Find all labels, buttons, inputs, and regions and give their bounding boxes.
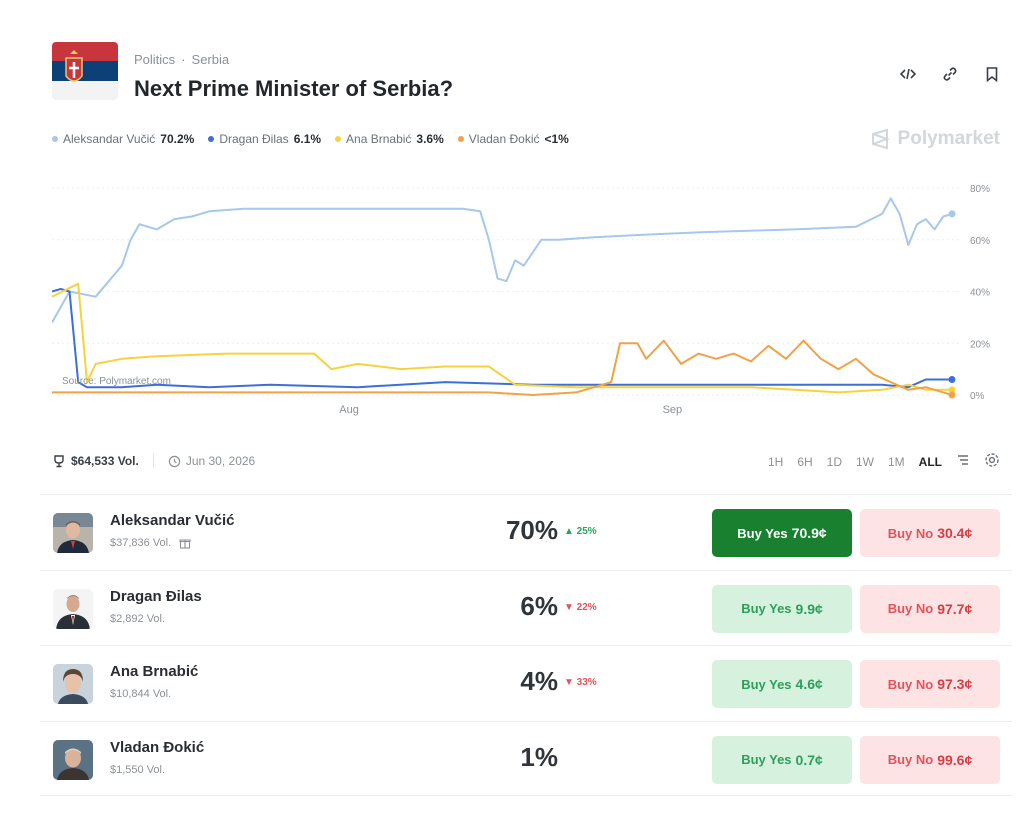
range-1h[interactable]: 1H	[767, 454, 784, 469]
y-tick-label: 40%	[970, 288, 990, 299]
gift-icon	[179, 539, 191, 549]
polymarket-logo-icon	[871, 128, 890, 150]
buy-yes-button[interactable]: Buy Yes 0.7¢	[712, 735, 852, 784]
buy-yes-button[interactable]: Buy Yes 4.6¢	[712, 660, 852, 708]
buy-no-button[interactable]: Buy No 97.3¢	[860, 660, 1000, 708]
range-1w[interactable]: 1W	[856, 454, 874, 469]
chart-source: Source: Polymarket.com	[62, 376, 171, 387]
link-icon[interactable]	[940, 64, 960, 84]
outcome-change: ▼ 22%	[564, 601, 597, 613]
embed-icon[interactable]	[898, 64, 918, 84]
outcome-name[interactable]: Aleksandar Vučić	[110, 512, 235, 529]
buy-no-button[interactable]: Buy No 99.6¢	[860, 735, 1000, 784]
avatar	[53, 588, 93, 629]
y-tick-label: 60%	[970, 236, 990, 247]
bookmark-icon[interactable]	[982, 64, 1002, 84]
polymarket-logo: Polymarket	[870, 128, 1000, 150]
legend-item-dokic: Vladan Đokić <1%	[457, 132, 569, 146]
series-dokic-endpoint	[948, 391, 956, 399]
outcome-percent: 4%	[520, 666, 558, 696]
series-vucic-line	[52, 197, 953, 324]
outcome-change: ▲ 25%	[564, 526, 597, 537]
outcome-row-brnabic[interactable]: Ana Brnabić $10,844 Vol. 4% ▼ 33% Buy Ye…	[40, 645, 1012, 721]
series-vucic-endpoint	[948, 210, 956, 218]
outcome-name[interactable]: Dragan Đilas	[110, 587, 202, 605]
outcome-list: Aleksandar Vučić $37,836 Vol. 70% ▲ 25% …	[40, 494, 1012, 796]
series-dokic-line	[52, 339, 953, 396]
end-date: Jun 30, 2026	[168, 454, 255, 468]
outcome-row-dokic[interactable]: Vladan Đokić $1,550 Vol. 1% Buy Yes 0.7¢ …	[40, 720, 1012, 796]
clock-icon	[168, 455, 181, 467]
breadcrumb-serbia[interactable]: Serbia	[191, 52, 230, 67]
page-title: Next Prime Minister of Serbia?	[134, 76, 454, 101]
legend-dot-icon	[208, 136, 215, 142]
series-dilas-line	[52, 287, 952, 389]
avatar	[53, 739, 93, 780]
buy-yes-button[interactable]: Buy Yes 9.9¢	[712, 584, 852, 633]
price-history-chart[interactable]: 80% 60% 40% 20% 0% Aug Sep Source: Polymarket.c…	[52, 170, 1012, 420]
breadcrumb: Politics · Serbia	[134, 52, 230, 67]
outcome-volume: $10,844 Vol.	[110, 688, 172, 700]
trophy-icon	[54, 455, 64, 468]
total-volume: $64,533 Vol.	[52, 454, 139, 468]
x-tick-label: Sep	[663, 404, 683, 416]
avatar	[53, 664, 93, 704]
market-header: Politics · Serbia Next Prime Minister of S…	[52, 42, 1012, 102]
series-dilas-endpoint	[948, 375, 956, 383]
series-brnabic-line	[52, 282, 952, 394]
range-all[interactable]: ALL	[918, 454, 942, 469]
y-tick-label: 80%	[970, 184, 990, 195]
outcome-name[interactable]: Ana Brnabić	[110, 663, 199, 680]
outcome-percent: 1%	[520, 741, 558, 772]
time-range-selector: 1H 6H 1D 1W 1M ALL	[768, 452, 1000, 471]
legend-item-vucic: Aleksandar Vučić 70.2%	[52, 132, 194, 146]
chart-legend: Aleksandar Vučić 70.2% Dragan Đilas 6.1%…	[52, 132, 569, 146]
outcome-volume: $37,836 Vol.	[110, 537, 191, 549]
legend-dot-icon	[457, 136, 464, 142]
legend-dot-icon	[52, 136, 58, 142]
outcome-row-dilas[interactable]: Dragan Đilas $2,892 Vol. 6% ▼ 22% Buy Ye…	[40, 569, 1012, 646]
buy-no-button[interactable]: Buy No 30.4¢	[860, 509, 1000, 557]
buy-no-button[interactable]: Buy No 97.7¢	[860, 584, 1000, 633]
y-tick-label: 0%	[970, 391, 985, 402]
outcome-row-vucic[interactable]: Aleksandar Vučić $37,836 Vol. 70% ▲ 25% …	[40, 494, 1012, 570]
buy-yes-button[interactable]: Buy Yes 70.9¢	[712, 509, 852, 557]
legend-dot-icon	[335, 136, 342, 142]
outcome-name[interactable]: Vladan Đokić	[110, 738, 205, 756]
range-1d[interactable]: 1D	[826, 454, 842, 469]
chart-filter-icon[interactable]	[956, 453, 970, 470]
range-1m[interactable]: 1M	[888, 454, 905, 469]
legend-item-brnabic: Ana Brnabić 3.6%	[335, 132, 444, 146]
breadcrumb-politics[interactable]: Politics	[134, 52, 176, 67]
avatar	[53, 513, 93, 553]
legend-item-dilas: Dragan Đilas 6.1%	[208, 132, 321, 146]
x-tick-label: Aug	[339, 404, 359, 416]
outcome-change: ▼ 33%	[564, 677, 597, 688]
y-tick-label: 20%	[970, 339, 990, 350]
market-stats: $64,533 Vol. Jun 30, 2026	[52, 454, 255, 468]
serbia-flag-icon	[52, 42, 118, 100]
outcome-volume: $1,550 Vol.	[110, 763, 166, 776]
series-brnabic-endpoint	[948, 386, 956, 394]
outcome-volume: $2,892 Vol.	[110, 612, 166, 625]
outcome-percent: 70%	[505, 515, 558, 545]
range-6h[interactable]: 6H	[797, 454, 813, 469]
settings-icon[interactable]	[984, 452, 1000, 471]
outcome-percent: 6%	[520, 590, 558, 621]
